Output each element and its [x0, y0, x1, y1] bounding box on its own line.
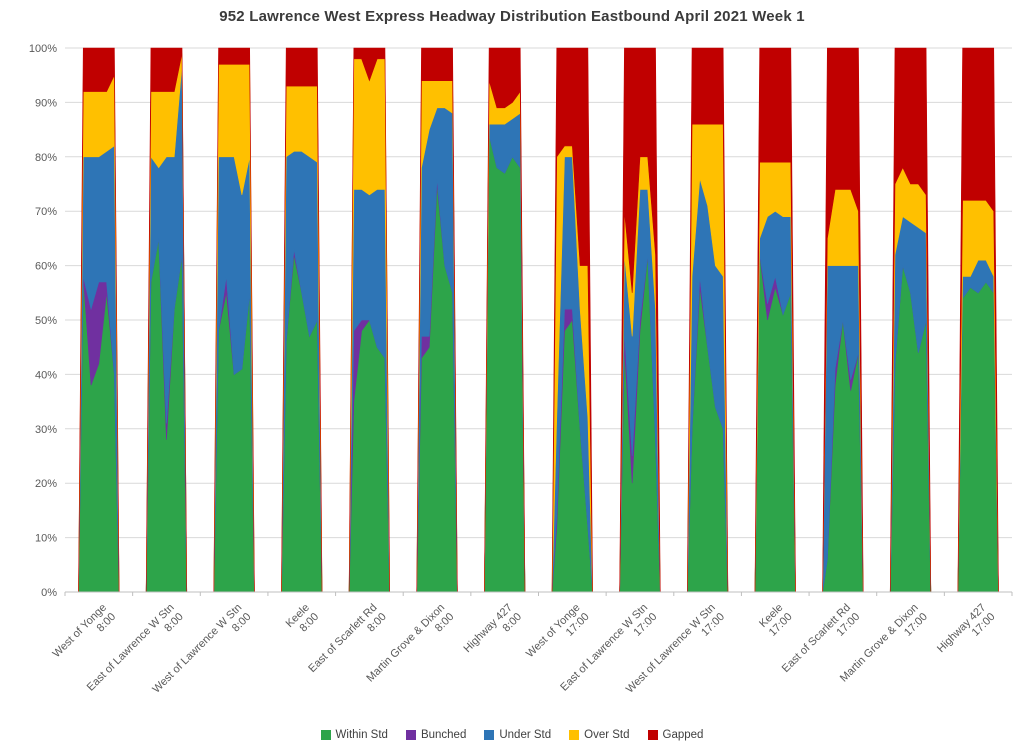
legend-swatch: [569, 730, 580, 740]
y-tick-label: 20%: [35, 478, 57, 490]
gridlines: [65, 47, 1012, 593]
x-category-label: Keele17:00: [757, 602, 795, 640]
x-category-label: Highway 4278:00: [461, 602, 524, 665]
legend-label: Under Std: [499, 729, 552, 741]
legend-item-bunched: Bunched: [405, 729, 467, 741]
area-within-std-group-7: [484, 134, 526, 593]
legend-swatch: [484, 730, 495, 740]
chart-legend: Within Std Bunched Under Std Over Std Gapped: [0, 729, 1024, 741]
legend-label: Bunched: [420, 729, 467, 741]
plot-areas: [78, 47, 999, 593]
y-axis-labels: 0% 10% 20% 30% 40% 50% 60% 70% 80% 90% 100%: [29, 43, 57, 599]
legend-label: Within Std: [335, 729, 388, 741]
y-tick-label: 30%: [35, 424, 57, 436]
x-category-label: West of Yonge17:00: [524, 602, 592, 670]
legend-swatch: [405, 730, 416, 740]
legend-item-gapped: Gapped: [647, 729, 704, 741]
x-category-label: Keele8:00: [284, 602, 322, 640]
legend-swatch: [647, 730, 658, 740]
y-tick-label: 0%: [41, 587, 57, 599]
chart-title: 952 Lawrence West Express Headway Distri…: [219, 8, 805, 25]
y-tick-label: 40%: [35, 369, 57, 381]
y-tick-label: 50%: [35, 315, 57, 327]
axes: [64, 591, 1013, 596]
legend-item-within-std: Within Std: [320, 729, 388, 741]
y-tick-label: 10%: [35, 533, 57, 545]
legend-item-under-std: Under Std: [484, 729, 551, 741]
y-tick-label: 100%: [29, 43, 57, 55]
y-tick-label: 60%: [35, 261, 57, 273]
legend-item-over-std: Over Std: [569, 729, 630, 741]
x-category-label: Highway 42717:00: [935, 602, 998, 665]
area-within-std-group-11: [754, 254, 796, 593]
y-tick-label: 80%: [35, 152, 57, 164]
area-within-std-group-14: [957, 281, 999, 593]
legend-label: Over Std: [584, 729, 630, 741]
legend-swatch: [320, 730, 331, 740]
y-tick-label: 70%: [35, 206, 57, 218]
y-tick-label: 90%: [35, 97, 57, 109]
legend-label: Gapped: [662, 729, 704, 741]
x-category-label: West of Yonge8:00: [51, 602, 119, 670]
